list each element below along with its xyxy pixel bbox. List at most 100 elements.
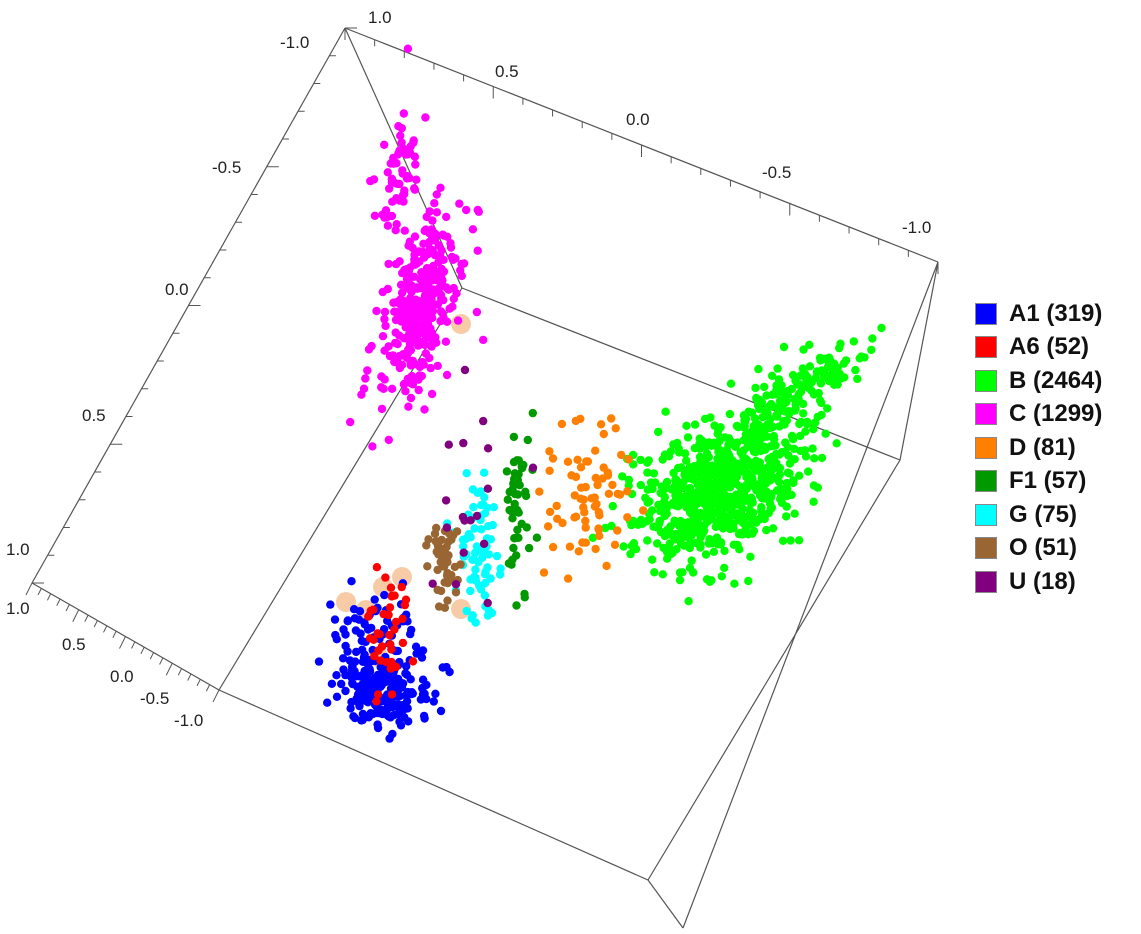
data-point: [411, 299, 420, 308]
data-point: [398, 614, 407, 624]
data-point: [823, 404, 832, 413]
legend-swatch: [975, 403, 997, 426]
data-point: [370, 595, 379, 604]
legend-label: O (51): [1009, 534, 1078, 562]
tick-mark: [72, 609, 80, 622]
data-point: [398, 638, 408, 648]
data-point: [387, 178, 397, 187]
tick-mark: [46, 593, 52, 601]
data-point: [451, 580, 461, 589]
data-point: [389, 711, 398, 720]
data-point: [636, 515, 646, 525]
data-point: [706, 413, 715, 422]
data-point: [451, 588, 461, 597]
data-point: [639, 506, 648, 515]
legend-swatch: [975, 302, 997, 325]
data-point: [590, 502, 600, 511]
data-point: [608, 501, 617, 511]
data-point: [422, 541, 431, 550]
data-point: [438, 309, 447, 318]
data-point: [462, 469, 471, 478]
data-point: [395, 179, 404, 189]
data-point: [391, 328, 400, 337]
data-point: [393, 646, 402, 656]
data-point: [729, 475, 739, 484]
data-point: [867, 345, 876, 355]
data-point: [740, 516, 749, 525]
data-point: [513, 490, 523, 499]
data-point: [457, 271, 466, 281]
data-point: [654, 427, 663, 437]
data-point: [401, 669, 410, 678]
data-point: [436, 316, 445, 326]
tick-mark: [93, 620, 98, 628]
data-point: [579, 495, 588, 504]
data-point: [669, 440, 678, 449]
data-point: [477, 525, 486, 534]
data-point: [543, 522, 553, 531]
data-point: [398, 169, 407, 178]
data-point: [407, 371, 417, 381]
data-point: [355, 607, 365, 616]
legend-item: U (18): [975, 565, 1102, 599]
data-point: [457, 259, 466, 269]
data-point: [783, 443, 793, 452]
data-point: [474, 557, 483, 567]
data-point: [412, 321, 421, 331]
bottom-axis-tick-label: 1.0: [6, 599, 30, 618]
data-point: [821, 429, 830, 438]
data-point: [398, 190, 408, 200]
data-point: [367, 623, 376, 633]
data-point: [709, 547, 719, 556]
data-point: [739, 422, 748, 432]
data-point: [680, 484, 689, 493]
data-point: [644, 456, 653, 465]
legend-label: D (81): [1009, 433, 1076, 461]
data-point: [383, 221, 393, 230]
data-point: [442, 523, 452, 532]
data-point: [649, 469, 659, 478]
data-point: [545, 507, 555, 517]
data-point: [404, 345, 413, 354]
data-point: [671, 475, 680, 484]
data-point: [528, 408, 537, 418]
left-axis-tick-label: 0.5: [82, 406, 106, 425]
legend-swatch: [975, 570, 997, 593]
data-point: [427, 247, 437, 257]
data-point: [579, 503, 588, 512]
data-point: [408, 380, 418, 389]
data-point: [696, 540, 705, 549]
data-point: [438, 663, 447, 672]
data-point: [523, 435, 532, 445]
data-point: [479, 335, 488, 345]
tick-mark: [103, 625, 108, 633]
data-point: [761, 479, 770, 488]
data-point: [751, 456, 761, 466]
data-point: [373, 670, 383, 680]
data-point: [399, 197, 408, 206]
data-point: [760, 514, 769, 524]
data-point: [440, 603, 450, 612]
data-point: [790, 395, 799, 404]
data-point: [483, 598, 492, 608]
data-point: [428, 306, 438, 316]
data-point: [782, 416, 792, 425]
data-point: [341, 630, 350, 639]
data-point: [373, 690, 383, 699]
data-point: [425, 207, 434, 216]
data-point: [346, 704, 355, 713]
data-point: [853, 374, 862, 384]
data-point: [369, 605, 378, 614]
data-point: [793, 380, 802, 389]
data-point: [446, 243, 456, 252]
data-point: [453, 316, 463, 325]
data-point: [695, 440, 704, 449]
data-point: [495, 570, 505, 579]
data-point: [423, 562, 432, 571]
data-point: [378, 287, 387, 297]
data-point: [492, 551, 502, 561]
data-point: [402, 353, 412, 362]
axis-ticks: [25, 27, 939, 703]
data-point: [412, 334, 422, 343]
data-point: [811, 373, 820, 383]
